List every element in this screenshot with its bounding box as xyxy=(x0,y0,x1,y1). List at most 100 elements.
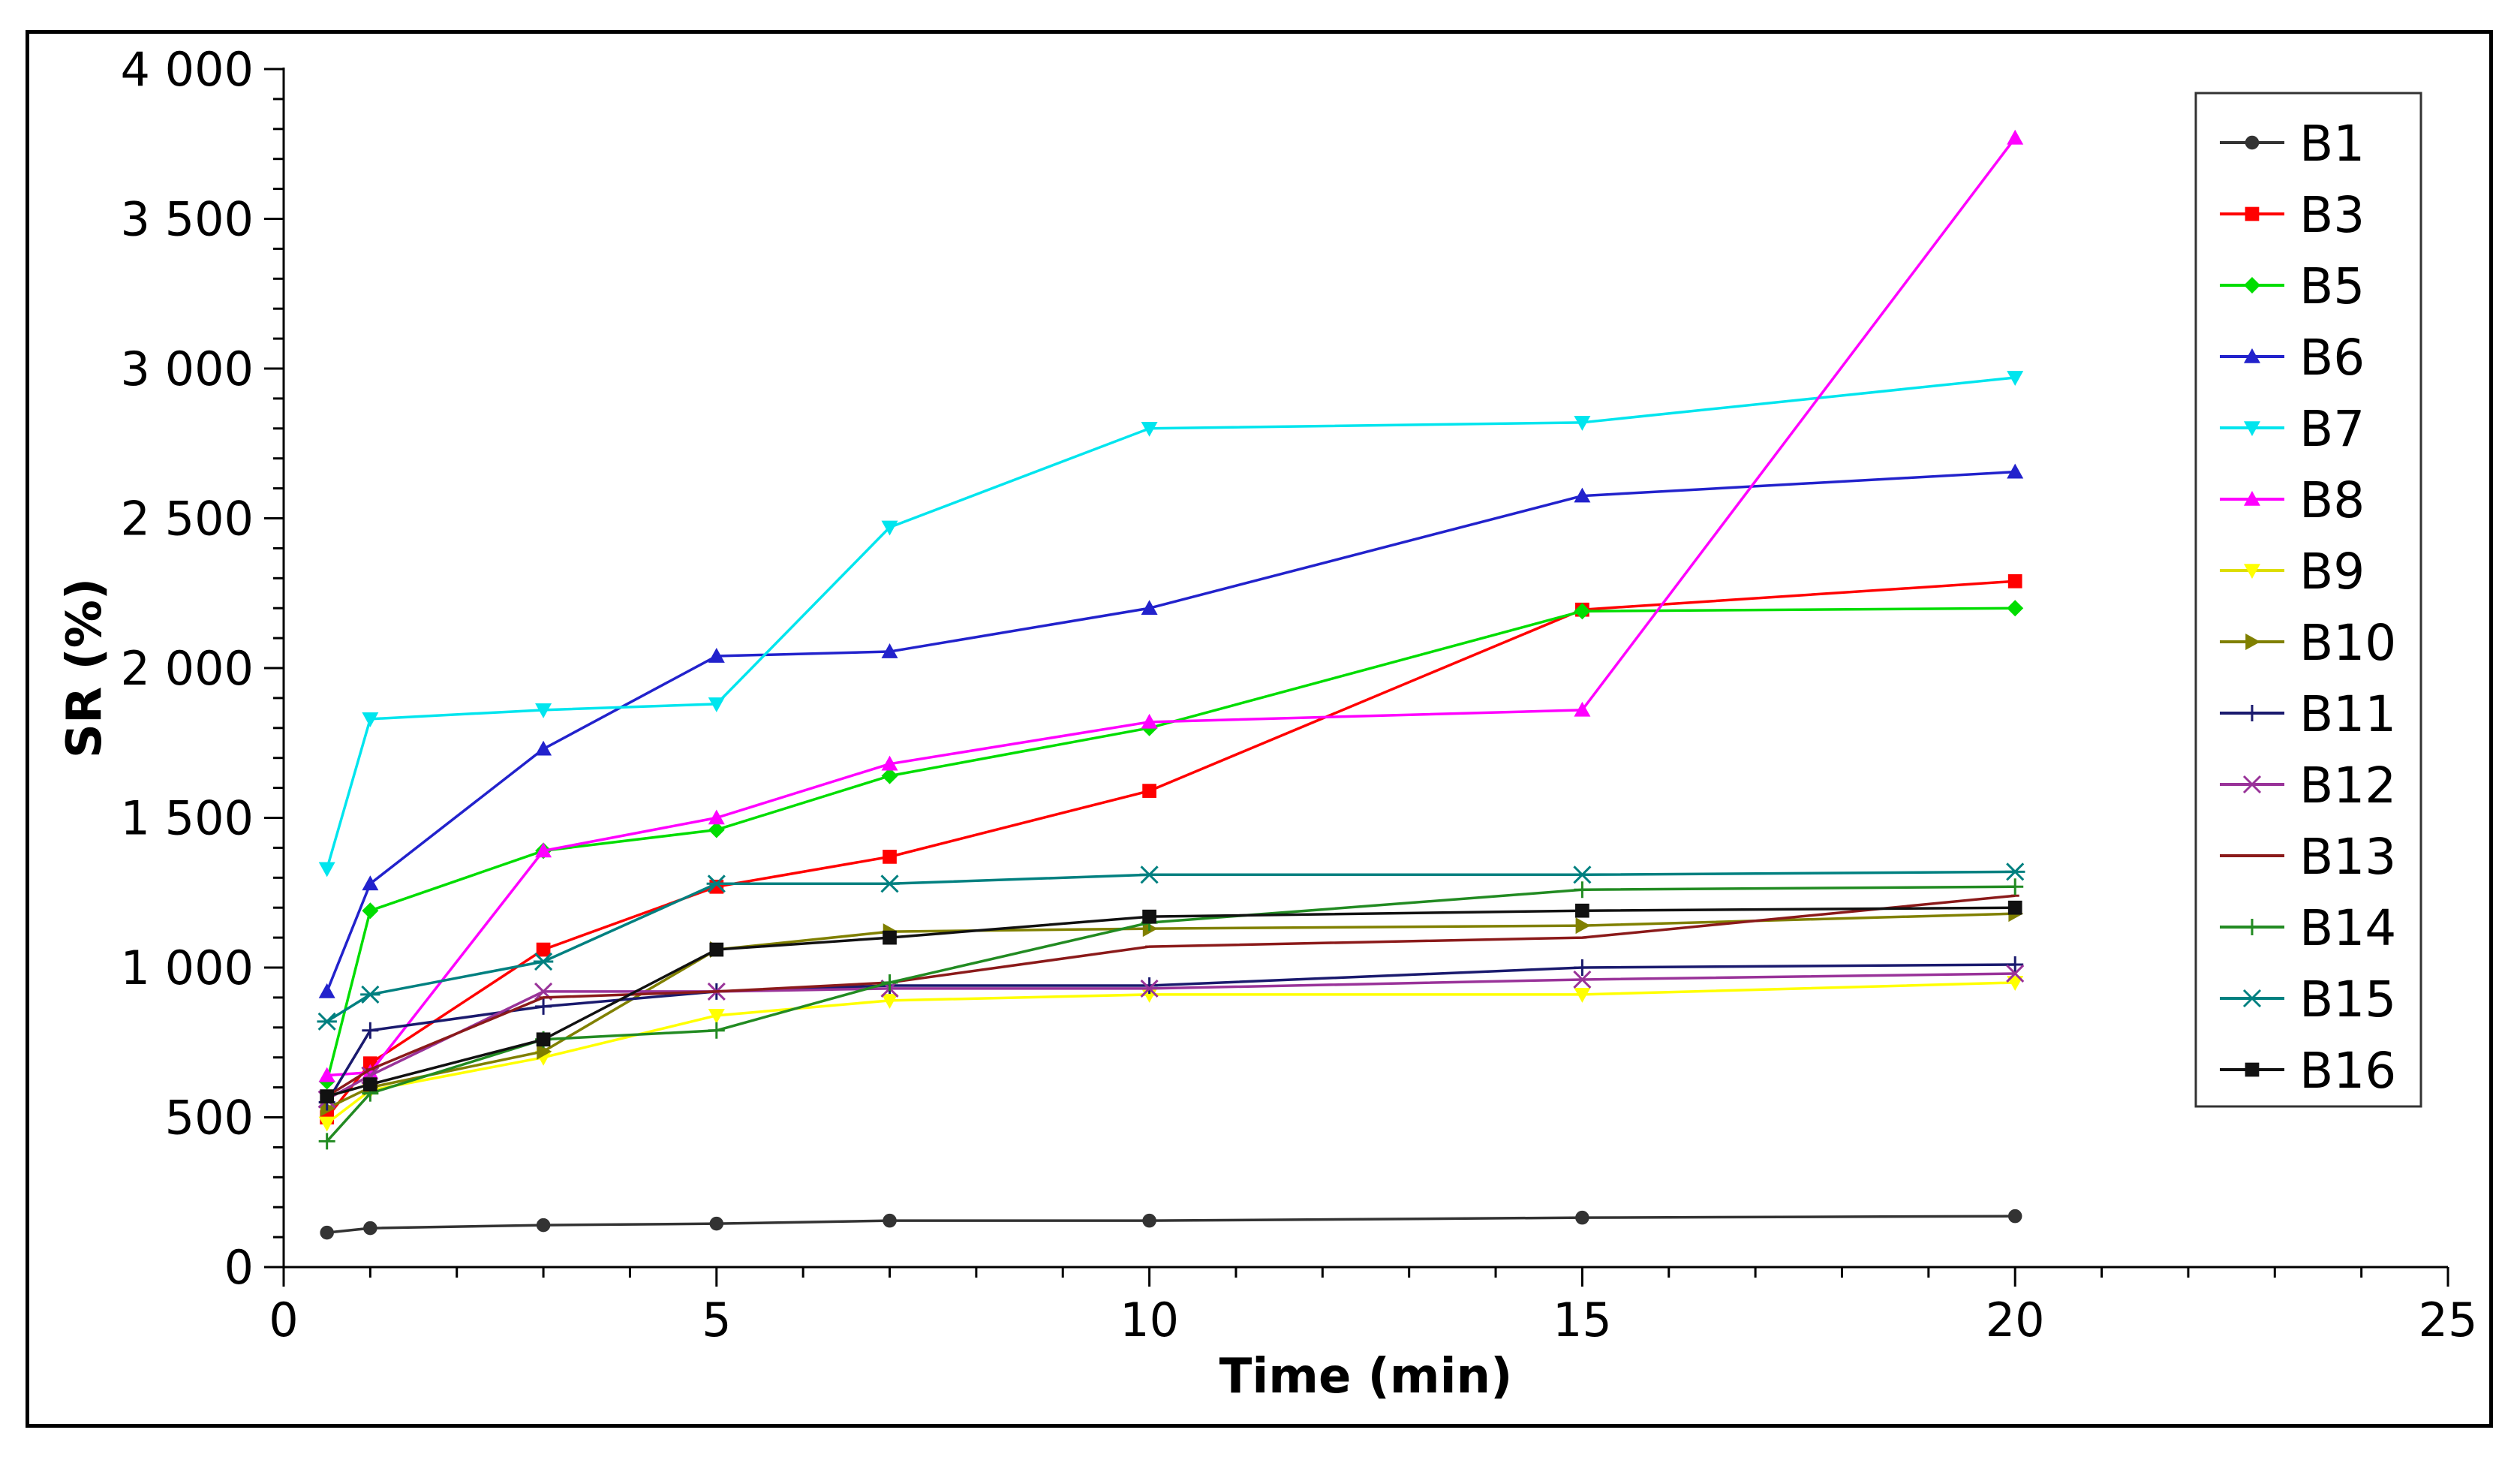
y-tick-label: 500 xyxy=(165,1091,254,1145)
data-point-b16 xyxy=(883,930,897,945)
legend-item-b7: B7 xyxy=(2220,400,2365,458)
data-point-b8 xyxy=(708,809,725,825)
data-point-b14 xyxy=(881,974,898,991)
data-point-b7 xyxy=(535,703,552,718)
series-line-b13 xyxy=(326,894,2016,1098)
series-line-b5 xyxy=(325,607,2016,1082)
series-line-b6 xyxy=(326,470,2016,992)
legend-label: B11 xyxy=(2299,685,2396,743)
legend-item-b8: B8 xyxy=(2220,471,2365,529)
legend-label: B15 xyxy=(2299,971,2396,1028)
legend-label: B9 xyxy=(2299,543,2365,601)
x-tick-label: 10 xyxy=(1120,1293,1179,1347)
series-b15 xyxy=(317,862,2025,1031)
series-line-b11 xyxy=(326,963,2016,1103)
data-point-b9 xyxy=(318,1116,335,1132)
y-tick-label: 2 000 xyxy=(121,641,254,696)
data-point-b6 xyxy=(2007,463,2024,479)
series-b3 xyxy=(320,573,2022,1124)
legend-item-b13: B13 xyxy=(2220,828,2396,886)
data-point-b16 xyxy=(363,1077,377,1091)
data-point-b14 xyxy=(2007,878,2024,896)
data-point-b8 xyxy=(1574,701,1591,717)
series-line-b15 xyxy=(326,870,2016,1023)
data-point-b14 xyxy=(1574,881,1591,899)
data-point-b8 xyxy=(318,1067,335,1082)
series-b16 xyxy=(320,900,2022,1103)
legend-label: B10 xyxy=(2299,614,2396,672)
x-tick-label: 20 xyxy=(1986,1293,2045,1347)
data-point-b11 xyxy=(1574,959,1591,976)
data-point-b10 xyxy=(1575,917,1591,935)
y-tick-label: 4 000 xyxy=(121,42,254,97)
data-point-b11 xyxy=(535,998,552,1015)
data-point-b15 xyxy=(1572,865,1592,884)
data-point-b14 xyxy=(318,1133,335,1150)
data-point-b5 xyxy=(2007,600,2024,617)
series-line-b10 xyxy=(326,912,2016,1110)
data-point-b7 xyxy=(2007,371,2024,386)
data-point-b15 xyxy=(880,874,900,893)
y-axis-title: SR (%) xyxy=(57,578,113,758)
legend-item-b9: B9 xyxy=(2220,543,2365,601)
legend-label: B6 xyxy=(2299,329,2365,387)
data-point-b16 xyxy=(1142,909,1156,924)
data-point-b1 xyxy=(536,1218,551,1233)
x-tick-label: 5 xyxy=(702,1293,731,1347)
legend-marker xyxy=(2242,989,2263,1008)
data-point-b10 xyxy=(537,1043,552,1060)
legend-marker xyxy=(2244,277,2260,294)
legend-item-b5: B5 xyxy=(2220,257,2365,315)
legend-label: B16 xyxy=(2299,1042,2396,1100)
data-point-b12 xyxy=(1140,979,1159,998)
data-point-b16 xyxy=(2007,900,2022,915)
series-line-b3 xyxy=(326,579,2016,1118)
series-b12 xyxy=(317,964,2025,1109)
data-point-b6 xyxy=(708,648,725,663)
data-point-b6 xyxy=(362,875,379,891)
data-point-b16 xyxy=(1575,903,1589,918)
data-point-b5 xyxy=(881,767,898,784)
legend-marker xyxy=(2242,775,2262,794)
data-point-b5 xyxy=(708,821,725,838)
data-point-b16 xyxy=(320,1089,335,1103)
data-point-b11 xyxy=(2007,956,2024,974)
data-point-b3 xyxy=(883,850,897,864)
legend-label: B3 xyxy=(2299,186,2365,244)
legend-label: B7 xyxy=(2299,400,2365,458)
x-tick-label: 0 xyxy=(269,1293,298,1347)
series-b7 xyxy=(318,371,2024,878)
y-tick-label: 1 500 xyxy=(121,791,254,846)
data-point-b8 xyxy=(362,1064,379,1079)
data-point-b15 xyxy=(2005,862,2025,881)
series-line-b12 xyxy=(326,972,2016,1101)
data-point-b8 xyxy=(2007,129,2024,145)
legend-marker xyxy=(2245,206,2260,221)
data-point-b8 xyxy=(881,755,898,771)
y-tick-label: 0 xyxy=(224,1240,254,1295)
data-point-b5 xyxy=(362,902,379,920)
legend-item-b11: B11 xyxy=(2220,685,2396,743)
data-point-b5 xyxy=(1574,603,1591,620)
data-point-b14 xyxy=(708,1022,725,1039)
data-point-b8 xyxy=(535,842,552,858)
data-point-b1 xyxy=(2007,1209,2022,1224)
data-point-b7 xyxy=(708,697,725,712)
data-point-b6 xyxy=(1574,487,1591,503)
chart-frame xyxy=(26,30,2493,1428)
y-tick-label: 3 500 xyxy=(121,192,254,247)
series-line-b7 xyxy=(325,376,2016,869)
y-tick-label: 2 500 xyxy=(121,492,254,546)
legend-label: B12 xyxy=(2299,757,2396,814)
series-b13 xyxy=(323,894,2019,1098)
series-b1 xyxy=(320,1209,2022,1240)
data-point-b12 xyxy=(2006,964,2025,983)
x-axis-title: Time (min) xyxy=(1219,1349,1513,1404)
data-point-b9 xyxy=(708,1009,725,1024)
legend-item-b15: B15 xyxy=(2220,971,2396,1028)
legend-item-b10: B10 xyxy=(2220,614,2396,672)
data-point-b1 xyxy=(320,1225,334,1240)
legend-marker xyxy=(2244,421,2260,436)
series-line-b16 xyxy=(326,906,2016,1098)
